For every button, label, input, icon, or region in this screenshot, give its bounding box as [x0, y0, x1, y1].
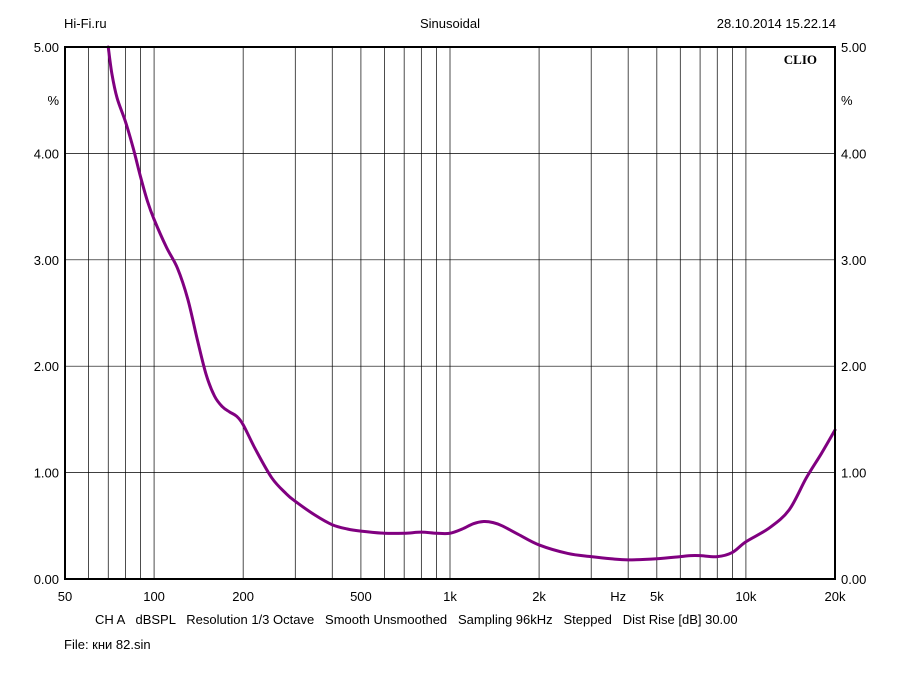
y-tick-label-left: 0.00 [34, 572, 59, 587]
y-unit-label-left: % [47, 93, 59, 108]
file-name: File: кни 82.sin [64, 637, 151, 652]
y-unit-label-right: % [841, 93, 853, 108]
y-tick-label-right: 3.00 [841, 253, 866, 268]
y-tick-label-right: 0.00 [841, 572, 866, 587]
header-measurement-type: Sinusoidal [420, 16, 480, 31]
x-tick-label: 10k [735, 589, 756, 604]
x-unit-label: Hz [610, 589, 626, 604]
y-tick-label-right: 1.00 [841, 466, 866, 481]
y-tick-label-right: 2.00 [841, 359, 866, 374]
x-tick-label: 1k [443, 589, 457, 604]
plot-frame [64, 46, 836, 580]
x-tick-label: 20k [825, 589, 846, 604]
y-tick-label-left: 1.00 [34, 466, 59, 481]
distortion-curve [106, 45, 837, 562]
x-tick-label: 50 [58, 589, 72, 604]
y-tick-label-left: 3.00 [34, 253, 59, 268]
x-tick-label: 5k [650, 589, 664, 604]
header-timestamp: 28.10.2014 15.22.14 [716, 16, 836, 31]
y-tick-label-left: 5.00 [34, 40, 59, 55]
header-app-name: Hi-Fi.ru [64, 16, 107, 31]
y-tick-label-right: 5.00 [841, 40, 866, 55]
x-tick-label: 500 [350, 589, 372, 604]
grid-layer [64, 46, 836, 580]
curve-layer [106, 45, 837, 562]
y-tick-label-left: 4.00 [34, 146, 59, 161]
x-tick-label: 2k [532, 589, 546, 604]
y-tick-label-right: 4.00 [841, 146, 866, 161]
clio-brand: CLIO [784, 52, 817, 67]
measurement-settings: CH A dBSPL Resolution 1/3 Octave Smooth … [95, 612, 738, 627]
x-tick-label: 100 [143, 589, 165, 604]
y-tick-label-left: 2.00 [34, 359, 59, 374]
labels-layer: 50 100 200 500 1k 2k 5k 10k 20k Hz 0.00 0.00 1.00 1.0… [34, 40, 867, 604]
x-tick-label: 200 [232, 589, 254, 604]
